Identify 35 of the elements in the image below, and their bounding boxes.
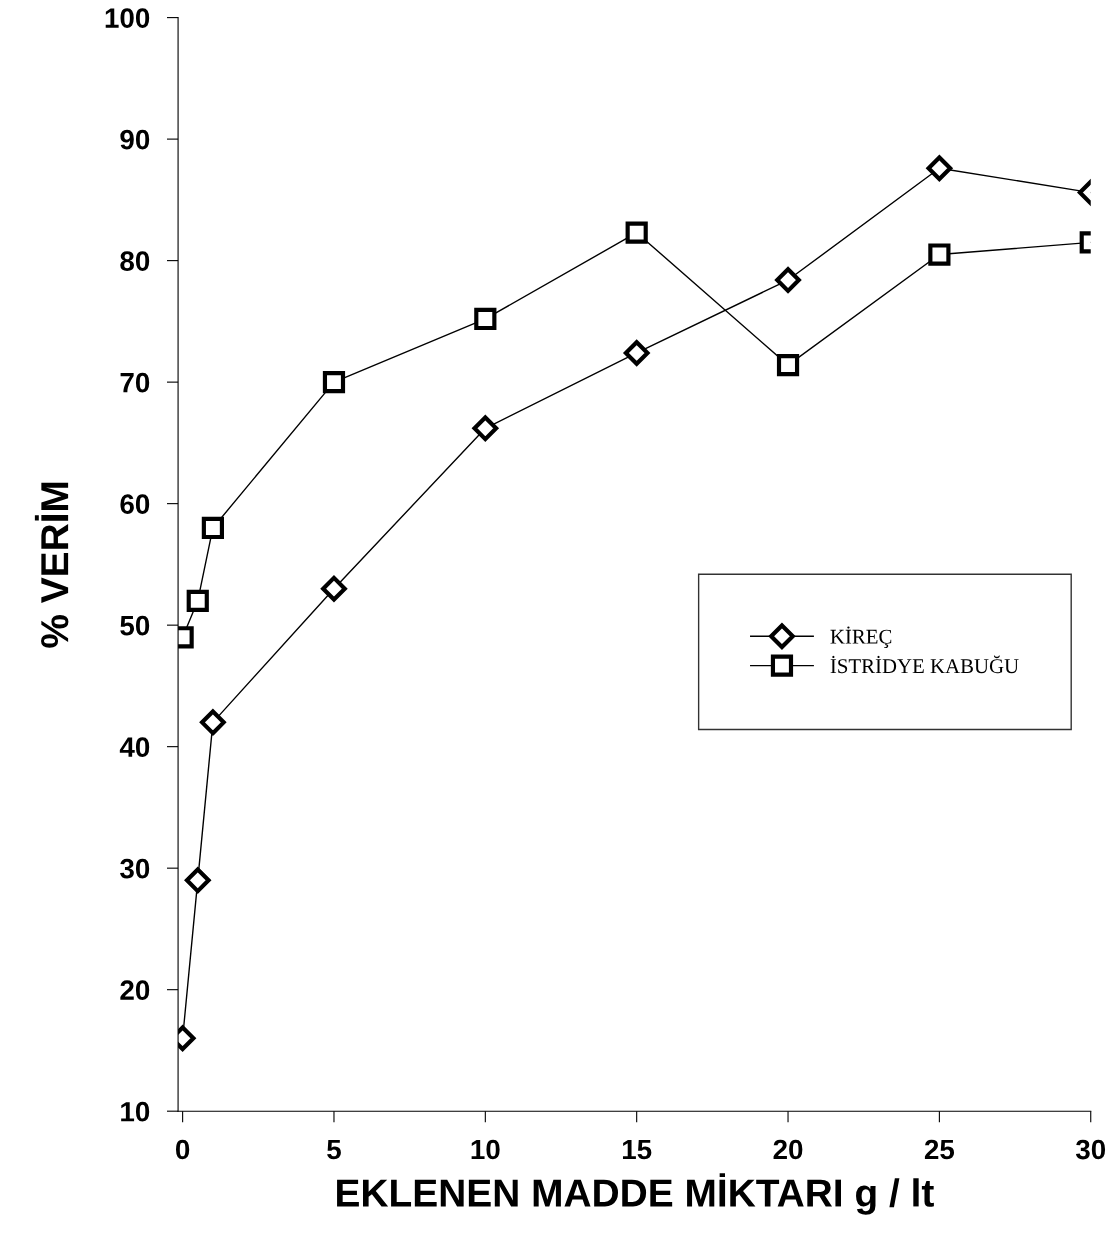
legend-label: KİREÇ xyxy=(830,626,892,648)
y-tick-label: 50 xyxy=(120,615,150,636)
y-tick-label: 80 xyxy=(120,251,150,271)
y-tick-label: 10 xyxy=(121,1101,150,1122)
x-tick-label: 30 xyxy=(1075,1139,1106,1160)
y-tick-label: 100 xyxy=(105,8,150,28)
point xyxy=(623,340,650,366)
point xyxy=(186,589,209,612)
point xyxy=(775,267,801,293)
y-tick-label: 60 xyxy=(120,494,150,514)
y-tick-label: 30 xyxy=(120,858,150,879)
x-tick-label: 15 xyxy=(622,1139,652,1160)
y-axis-title: % VERİM xyxy=(34,482,69,648)
point xyxy=(200,709,226,736)
point xyxy=(322,371,346,394)
point xyxy=(926,155,953,182)
x-tick-label: 5 xyxy=(327,1139,341,1160)
x-axis-title: EKLENEN MADDE MİKTARI g / lt xyxy=(337,1173,934,1215)
x-tick-label: 20 xyxy=(773,1139,803,1160)
point xyxy=(625,221,648,244)
x-tick-label: 0 xyxy=(176,1139,190,1160)
point xyxy=(776,354,800,377)
point xyxy=(321,575,347,602)
point xyxy=(201,516,225,540)
x-tick-label: 25 xyxy=(924,1139,955,1160)
point xyxy=(472,415,499,442)
y-tick-label: 40 xyxy=(119,737,150,757)
point xyxy=(184,867,211,894)
y-tick-label: 90 xyxy=(120,129,150,150)
x-tick-label: 10 xyxy=(471,1139,500,1160)
point xyxy=(928,243,951,266)
y-tick-label: 70 xyxy=(120,372,150,393)
legend-label: İSTRİDYE KABUĞU xyxy=(830,655,1019,674)
point xyxy=(474,307,497,331)
y-tick-label: 20 xyxy=(120,980,150,1001)
